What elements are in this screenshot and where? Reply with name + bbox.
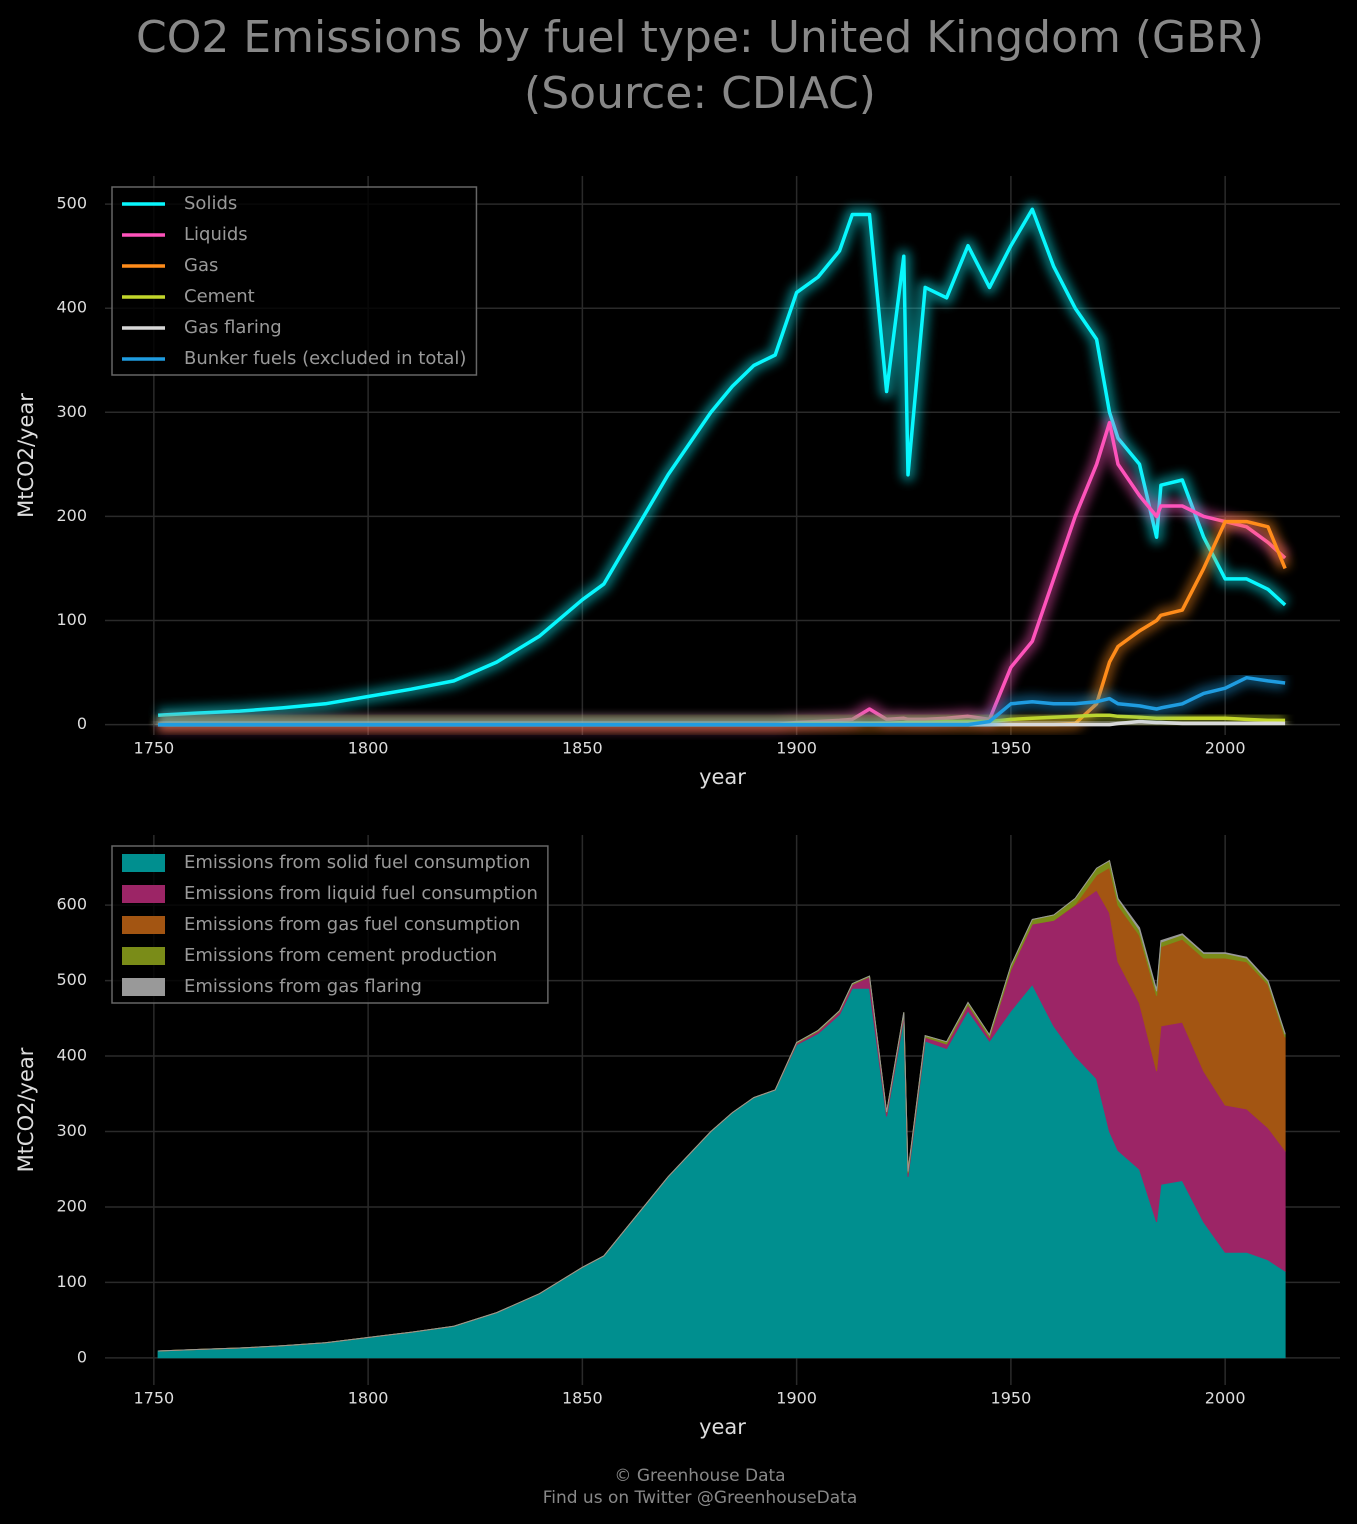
x-tick-label: 1850 (562, 739, 603, 758)
legend: Emissions from solid fuel consumption Emi… (111, 845, 549, 1004)
x-tick-label: 2000 (1205, 1389, 1246, 1408)
title: CO2 Emissions by fuel type: United Kingd… (136, 12, 1264, 63)
legend-swatch (122, 916, 165, 934)
legend-label: Gas (184, 255, 218, 276)
legend-label: Emissions from cement production (184, 945, 497, 966)
legend: Solids Liquids Gas Cement Gas flaring Bunker … (111, 186, 478, 376)
y-tick-label: 0 (77, 714, 87, 733)
line (158, 675, 1286, 727)
y-tick-label: 400 (56, 1046, 87, 1065)
line-glow (158, 514, 1292, 732)
legend-label: Emissions from gas fuel consumption (184, 914, 520, 935)
line (158, 519, 1287, 727)
legend-label: Solids (184, 193, 237, 214)
y-tick-label: 200 (56, 1196, 87, 1215)
legend-swatch (122, 885, 165, 903)
x-tick-label: 1750 (133, 1389, 174, 1408)
x-tick-label: 1900 (776, 739, 817, 758)
legend-label: Bunker fuels (excluded in total) (184, 348, 466, 369)
y-tick-label: 100 (56, 610, 87, 629)
x-tick-label: 1950 (991, 1389, 1032, 1408)
x-tick-label: 1800 (348, 739, 389, 758)
legend-label: Liquids (184, 224, 248, 245)
title: (Source: CDIAC) (524, 68, 876, 119)
legend-label: Emissions from liquid fuel consumption (184, 883, 538, 904)
y-tick-label: 300 (56, 402, 87, 421)
legend-frame (111, 845, 549, 1004)
x-axis-label: year (699, 765, 746, 789)
y-axis-label: MtCO2/year (14, 393, 38, 518)
y-tick-label: 500 (56, 194, 87, 213)
x-axis-label: year (699, 1415, 746, 1439)
legend-label: Emissions from solid fuel consumption (184, 852, 530, 873)
y-tick-label: 100 (56, 1272, 87, 1291)
line-glow (158, 415, 1290, 732)
y-tick-label: 0 (77, 1347, 87, 1366)
x-tick-label: 2000 (1205, 739, 1246, 758)
x-tick-label: 1950 (991, 739, 1032, 758)
x-tick-label: 1750 (133, 739, 174, 758)
line (158, 207, 1287, 717)
y-tick-label: 400 (56, 298, 87, 317)
y-tick-label: 200 (56, 506, 87, 525)
legend-label: Emissions from gas flaring (184, 976, 422, 997)
x-tick-label: 1900 (776, 1389, 817, 1408)
x-tick-label: 1800 (348, 1389, 389, 1408)
area (158, 859, 1286, 1352)
y-tick-label: 600 (56, 895, 87, 914)
footer: Find us on Twitter @GreenhouseData (543, 1488, 858, 1508)
legend-swatch (122, 854, 165, 872)
legend-frame (111, 186, 478, 376)
y-tick-label: 500 (56, 970, 87, 989)
x-tick-label: 1850 (562, 1389, 603, 1408)
y-axis-label: MtCO2/year (14, 1047, 38, 1172)
legend-label: Cement (184, 286, 255, 307)
legend-swatch (122, 978, 165, 996)
legend-label: Gas flaring (184, 317, 282, 338)
legend-swatch (122, 947, 165, 965)
footer: © Greenhouse Data (614, 1466, 785, 1486)
y-tick-label: 300 (56, 1121, 87, 1140)
